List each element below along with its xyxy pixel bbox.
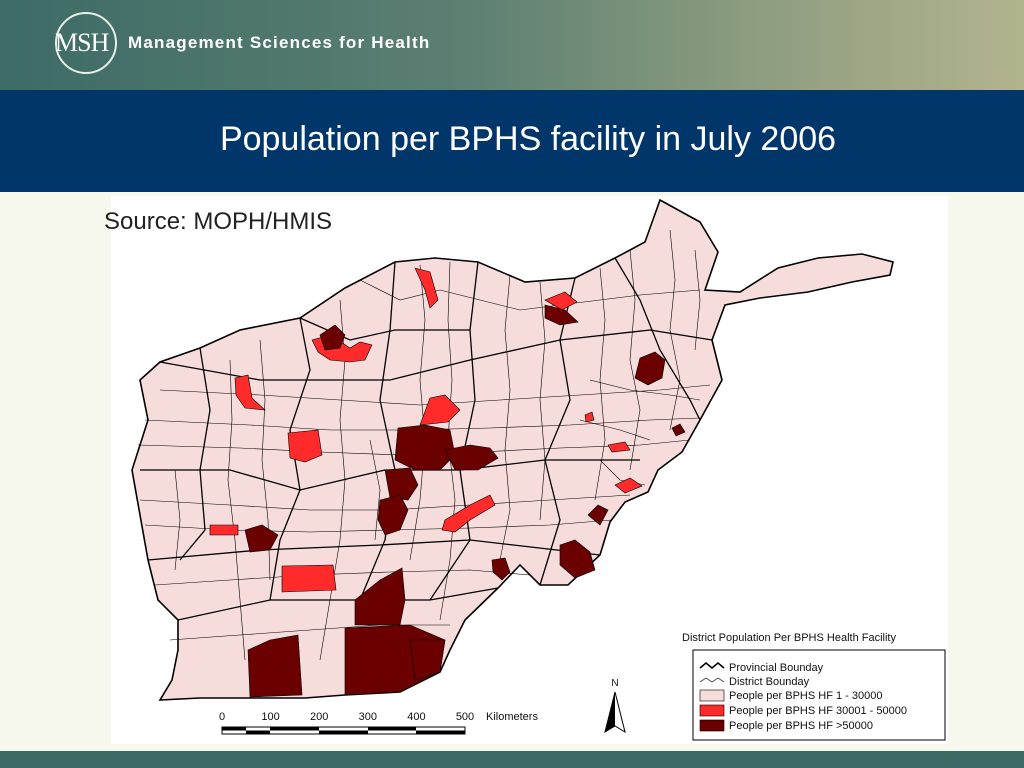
header-banner: MSH Management Sciences for Health	[0, 0, 1024, 90]
scale-bar-segment	[246, 730, 270, 734]
scale-tick-label: 300	[359, 711, 377, 723]
country-outline	[131, 198, 894, 701]
legend: District Population Per BPHS Health Faci…	[682, 632, 946, 741]
footer-bar	[0, 751, 1024, 768]
legend-item-class-2: People per BPHS HF 30001 - 50000	[699, 704, 907, 717]
msh-logo-ring	[55, 12, 117, 74]
legend-swatch	[699, 719, 725, 732]
msh-logo: MSH	[55, 28, 109, 57]
dark-red-districts	[244, 304, 686, 698]
scale-tick-label: 0	[219, 711, 225, 723]
legend-item-district: District Bounday	[699, 676, 810, 688]
legend-swatch	[699, 704, 725, 717]
district-boundary-symbol	[699, 677, 725, 683]
scale-bar-segment	[222, 727, 246, 731]
legend-box	[692, 649, 946, 741]
legend-label: People per BPHS HF 30001 - 50000	[729, 705, 907, 717]
organization-name: Management Sciences for Health	[128, 33, 431, 52]
legend-label: People per BPHS HF >50000	[729, 720, 873, 732]
scale-bar-segment	[416, 730, 465, 734]
scale-bar-segment	[319, 730, 368, 734]
legend-title: District Population Per BPHS Health Faci…	[682, 632, 896, 644]
scale-bar-segment	[368, 727, 416, 731]
source-note: Source: MOPH/HMIS	[104, 208, 333, 235]
legend-label: Provincial Bounday	[729, 662, 824, 674]
provincial-boundary-symbol	[699, 661, 725, 670]
scale-tick-label: 400	[407, 711, 425, 723]
legend-label: People per BPHS HF 1 - 30000	[729, 690, 882, 702]
legend-item-class-3: People per BPHS HF >50000	[699, 719, 873, 732]
legend-item-class-1: People per BPHS HF 1 - 30000	[699, 689, 882, 702]
legend-swatch	[699, 689, 725, 702]
north-label: N	[611, 678, 618, 689]
scale-tick-label: 500	[456, 711, 474, 723]
legend-item-provincial: Provincial Bounday	[699, 661, 824, 674]
scale-bar: Kilometers 0 100 200 300 400 500	[219, 711, 538, 735]
scale-tick-label: 100	[261, 711, 279, 723]
scale-tick-label: 200	[310, 711, 328, 723]
slide-title: Population per BPHS facility in July 200…	[219, 120, 837, 158]
legend-label: District Bounday	[729, 676, 810, 688]
title-bar	[0, 90, 1024, 192]
scale-unit: Kilometers	[486, 711, 538, 723]
north-arrow: N	[604, 678, 626, 734]
scale-bar-segment	[270, 727, 319, 731]
